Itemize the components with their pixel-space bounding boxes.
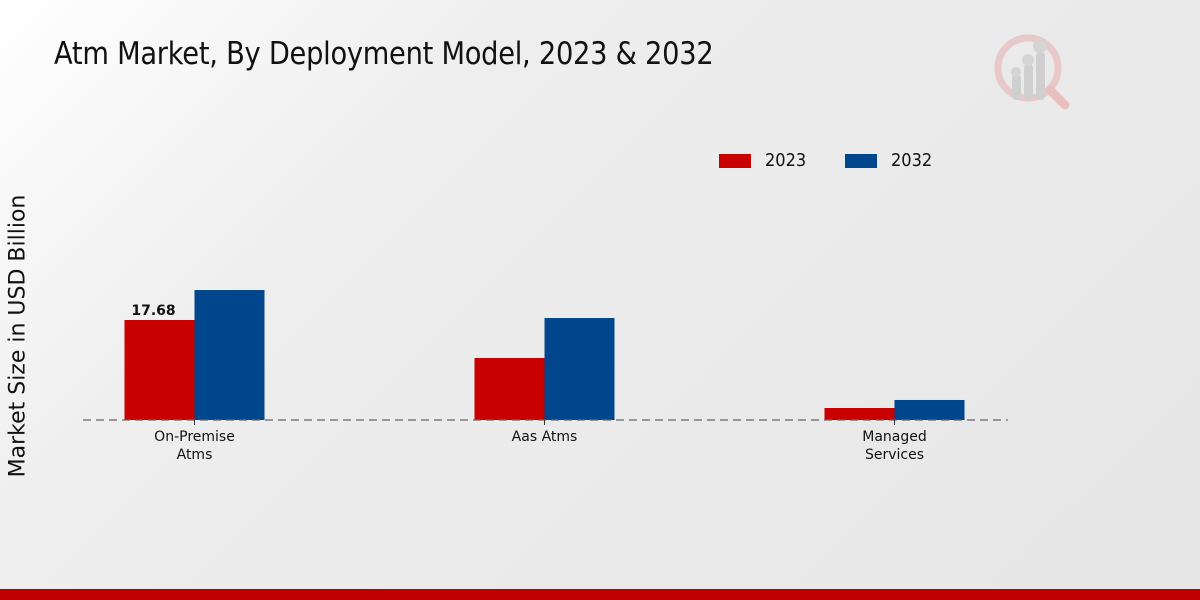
- chart-title: Atm Market, By Deployment Model, 2023 & …: [54, 36, 714, 72]
- x-tick-label-line: Services: [865, 447, 924, 463]
- legend-swatch-2032: [844, 153, 877, 168]
- legend-label-2032: 2032: [890, 150, 933, 171]
- legend-item-2032[interactable]: 2032: [844, 150, 937, 171]
- bar-2023-2: [824, 408, 895, 420]
- x-tick-label-line: Managed: [862, 429, 927, 445]
- magnifier-bar-chart-logo-icon: [990, 30, 1074, 114]
- legend-swatch-2023: [719, 153, 751, 168]
- x-tick-label-line: Atms: [177, 447, 213, 463]
- footer-bar: [0, 589, 1200, 600]
- x-tick-label: Aas Atms: [512, 429, 578, 445]
- x-tick-label-line: On-Premise: [154, 429, 235, 445]
- x-tick-label: Managed Services: [862, 429, 927, 463]
- legend-item-2023[interactable]: 2023: [719, 150, 811, 171]
- legend: 2023 2032: [719, 150, 971, 171]
- bar-2032-0: [194, 290, 265, 420]
- bar-2023-1: [474, 358, 545, 420]
- data-label: 17.68: [131, 303, 175, 319]
- x-tick-label: On-Premise Atms: [154, 429, 235, 463]
- bar-2023-0: [124, 320, 195, 420]
- bar-2032-1: [544, 318, 615, 420]
- x-tick-label-line: Aas Atms: [512, 429, 578, 445]
- bar-2032-2: [894, 399, 965, 420]
- legend-label-2023: 2023: [765, 150, 807, 171]
